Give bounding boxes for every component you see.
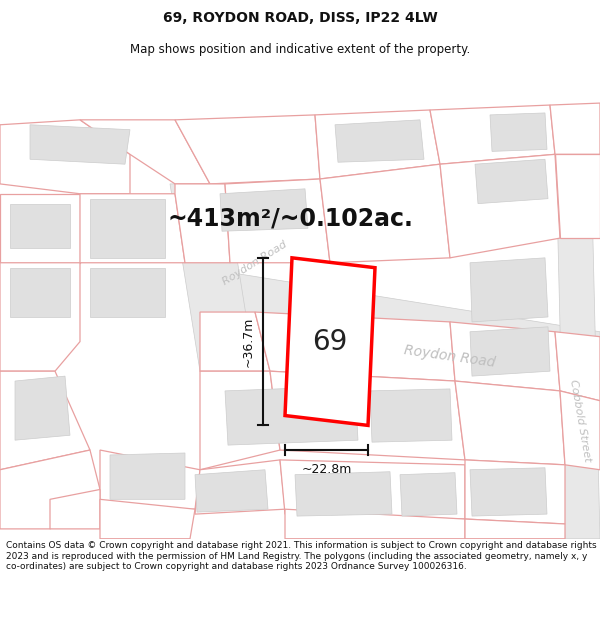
Polygon shape — [200, 268, 600, 371]
Polygon shape — [170, 184, 255, 371]
Text: Roydon Road: Roydon Road — [403, 343, 497, 370]
Polygon shape — [50, 489, 100, 529]
Text: ~22.8m: ~22.8m — [301, 463, 352, 476]
Polygon shape — [335, 120, 424, 162]
Text: ~413m²/~0.102ac.: ~413m²/~0.102ac. — [167, 206, 413, 231]
Polygon shape — [470, 258, 548, 322]
Polygon shape — [0, 262, 80, 371]
Polygon shape — [490, 113, 547, 151]
Polygon shape — [225, 386, 358, 445]
Polygon shape — [225, 179, 330, 262]
Polygon shape — [195, 460, 285, 514]
Polygon shape — [560, 391, 600, 470]
Polygon shape — [255, 312, 455, 381]
Text: ~36.7m: ~36.7m — [242, 316, 255, 367]
Polygon shape — [0, 120, 130, 194]
Polygon shape — [555, 332, 600, 401]
Polygon shape — [175, 115, 320, 184]
Polygon shape — [0, 371, 90, 470]
Polygon shape — [30, 125, 130, 164]
Polygon shape — [455, 381, 565, 465]
Text: 69: 69 — [313, 328, 347, 356]
Polygon shape — [555, 115, 600, 539]
Polygon shape — [550, 103, 600, 154]
Polygon shape — [465, 460, 565, 524]
Polygon shape — [10, 268, 70, 317]
Polygon shape — [450, 322, 560, 391]
Polygon shape — [175, 184, 230, 262]
Polygon shape — [320, 164, 450, 262]
Polygon shape — [400, 472, 457, 516]
Polygon shape — [15, 376, 70, 440]
Polygon shape — [0, 450, 100, 529]
Text: Map shows position and indicative extent of the property.: Map shows position and indicative extent… — [130, 42, 470, 56]
Text: Cobbold Street: Cobbold Street — [568, 379, 592, 462]
Polygon shape — [285, 258, 375, 426]
Polygon shape — [110, 453, 185, 499]
Polygon shape — [315, 110, 440, 179]
Polygon shape — [80, 194, 185, 262]
Polygon shape — [0, 194, 80, 262]
Polygon shape — [430, 105, 555, 164]
Polygon shape — [370, 389, 452, 442]
Polygon shape — [200, 312, 270, 371]
Polygon shape — [10, 204, 70, 248]
Polygon shape — [285, 509, 465, 539]
Polygon shape — [280, 460, 465, 519]
Polygon shape — [295, 472, 392, 516]
Polygon shape — [195, 470, 268, 512]
Polygon shape — [80, 120, 210, 184]
Text: Roydon Road: Roydon Road — [221, 239, 289, 287]
Polygon shape — [440, 154, 560, 258]
Polygon shape — [220, 189, 308, 231]
Polygon shape — [90, 199, 165, 258]
Text: Contains OS data © Crown copyright and database right 2021. This information is : Contains OS data © Crown copyright and d… — [6, 541, 596, 571]
Polygon shape — [475, 159, 548, 204]
Polygon shape — [100, 450, 200, 514]
Polygon shape — [200, 371, 280, 470]
Polygon shape — [90, 268, 165, 317]
Polygon shape — [555, 154, 600, 238]
Polygon shape — [100, 499, 195, 539]
Polygon shape — [470, 327, 550, 376]
Polygon shape — [270, 371, 465, 460]
Text: 69, ROYDON ROAD, DISS, IP22 4LW: 69, ROYDON ROAD, DISS, IP22 4LW — [163, 11, 437, 26]
Polygon shape — [465, 519, 565, 539]
Polygon shape — [470, 468, 547, 516]
